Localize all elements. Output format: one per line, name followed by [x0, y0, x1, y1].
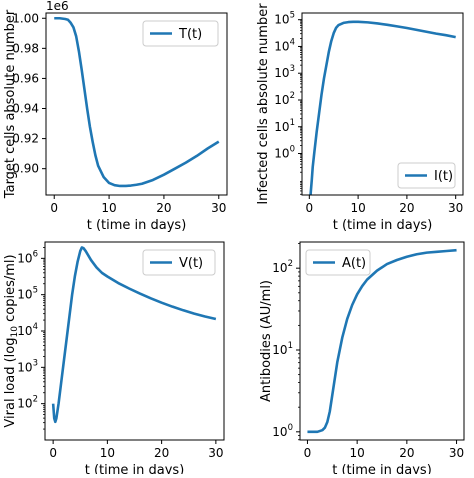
x-axis-label: t (time in days) — [333, 218, 433, 233]
legend-box — [142, 20, 219, 47]
y-tick-label: 100 — [274, 145, 295, 161]
x-tick-label: 0 — [305, 201, 313, 215]
x-tick-label: 30 — [208, 446, 223, 460]
y-tick-label: 1.00 — [12, 11, 39, 25]
y-tick-label: 0.98 — [12, 41, 39, 55]
legend-box — [305, 249, 371, 276]
x-tick-label: 20 — [399, 201, 414, 215]
y-tick-label: 105 — [17, 286, 38, 302]
y-tick-label: 104 — [17, 322, 38, 338]
y-axis-label: Infected cells absolute number — [256, 3, 271, 205]
y-tick-label: 103 — [17, 358, 38, 374]
x-tick-label: 30 — [211, 201, 226, 215]
y-tick-label: 0.96 — [12, 71, 39, 85]
legend: A(t) — [305, 249, 371, 276]
series-line-1 — [307, 248, 457, 434]
y-tick-label: 0.90 — [12, 162, 39, 176]
x-tick-label: 10 — [100, 446, 115, 460]
x-tick-label: 0 — [49, 446, 57, 460]
y-tick-label: 106 — [17, 249, 38, 265]
x-tick-label: 20 — [399, 446, 414, 460]
chart-panel-3: 0 10 20 30 t (time in days) 102 103 104 105 106Vi… — [3, 241, 225, 478]
legend-label: V(t) — [179, 256, 203, 271]
chart-panel-2: 0 10 20 30 t (time in days) 100 101 102 103 104 10… — [256, 3, 464, 233]
x-axis-label: t (time in days) — [87, 218, 187, 233]
y-tick-label: 0.92 — [12, 132, 39, 146]
x-tick-label: 20 — [154, 446, 169, 460]
x-tick-label: 20 — [156, 201, 171, 215]
legend: T(t) — [142, 20, 219, 47]
y-tick-label: 105 — [274, 11, 295, 27]
legend-box — [142, 249, 216, 276]
x-axis-label: t (time in days) — [332, 463, 432, 474]
series-line-1 — [51, 246, 217, 424]
y-axis-label: Target cells absolute number — [3, 9, 18, 199]
legend-label: T(t) — [178, 27, 202, 42]
y-tick-label: 101 — [272, 341, 293, 357]
plot-frame — [44, 241, 225, 441]
x-axis-label: t (time in days) — [85, 463, 185, 474]
series-line-1 — [54, 16, 220, 188]
plot-frame — [299, 241, 465, 441]
y-tick-label: 103 — [274, 64, 295, 80]
y-axis-label: Antibodies (AU/ml) — [259, 280, 274, 402]
y-tick-label: 101 — [274, 118, 295, 134]
y-tick-label: 102 — [274, 91, 295, 107]
chart-panel-1: 0 10 20 30 t (time in days) 0.90 0.92 0.94 0.96 0… — [3, 0, 228, 233]
series-line-1 — [309, 20, 456, 195]
x-tick-label: 0 — [304, 446, 312, 460]
y-tick-label: 104 — [274, 37, 295, 53]
y-tick-label: 0.94 — [12, 102, 39, 116]
legend: V(t) — [142, 249, 216, 276]
plot-frame — [45, 12, 228, 196]
legend: I(t) — [397, 162, 456, 189]
y-tick-label: 102 — [272, 259, 293, 275]
x-tick-label: 10 — [350, 201, 365, 215]
y-tick-label: 102 — [17, 395, 38, 411]
offset-text: 1e6 — [46, 0, 69, 13]
x-tick-label: 10 — [350, 446, 365, 460]
x-tick-label: 30 — [449, 446, 464, 460]
y-axis-label: Viral load (log10 copies/ml) — [3, 254, 20, 427]
x-tick-label: 10 — [101, 201, 116, 215]
chart-panel-4: 0 10 20 30 t (time in days) 100 101 102 Antibodi… — [259, 241, 465, 478]
legend-label: A(t) — [342, 256, 366, 271]
x-tick-label: 0 — [50, 201, 58, 215]
legend-label: I(t) — [434, 169, 453, 184]
x-tick-label: 30 — [448, 201, 463, 215]
y-tick-label: 100 — [272, 423, 293, 439]
